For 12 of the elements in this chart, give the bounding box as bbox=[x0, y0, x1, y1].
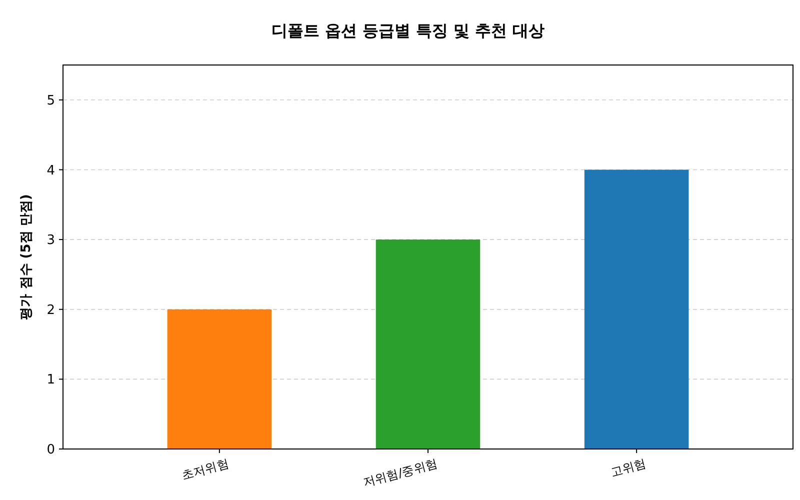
y-tick-label: 4 bbox=[46, 163, 55, 178]
x-tick-label: 고위험 bbox=[608, 456, 648, 480]
bar bbox=[167, 309, 272, 449]
y-tick-label: 0 bbox=[46, 442, 55, 458]
y-tick-label: 3 bbox=[46, 233, 55, 248]
chart-title: 디폴트 옵션 등급별 특징 및 추천 대상 bbox=[271, 21, 545, 40]
y-tick-label: 2 bbox=[46, 302, 55, 318]
y-tick-label: 5 bbox=[46, 93, 55, 108]
y-axis-title: 평가 점수 (5점 만점) bbox=[19, 194, 34, 320]
bar bbox=[584, 170, 689, 449]
bar bbox=[376, 240, 480, 449]
y-tick-label: 1 bbox=[46, 372, 55, 388]
